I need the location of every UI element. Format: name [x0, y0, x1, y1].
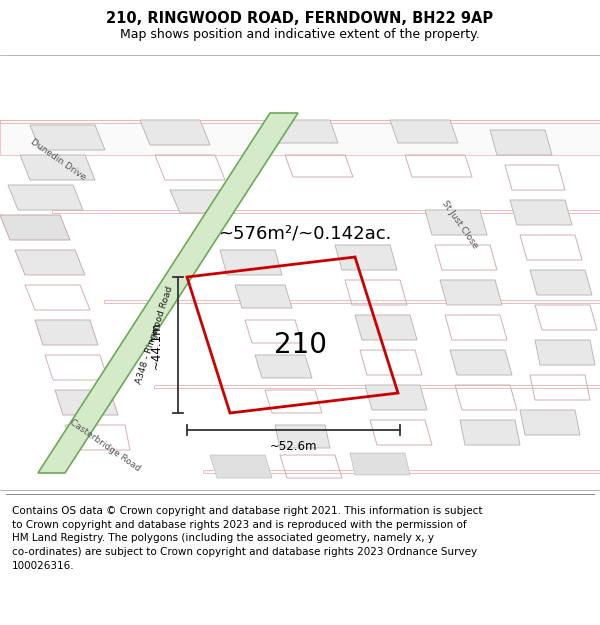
- Polygon shape: [355, 315, 417, 340]
- Text: ~576m²/~0.142ac.: ~576m²/~0.142ac.: [218, 224, 392, 242]
- Polygon shape: [220, 250, 282, 275]
- Polygon shape: [440, 280, 502, 305]
- Polygon shape: [270, 120, 338, 143]
- Polygon shape: [0, 120, 600, 155]
- Polygon shape: [365, 385, 427, 410]
- Text: A348 - Ringwood Road: A348 - Ringwood Road: [135, 285, 175, 385]
- Polygon shape: [15, 250, 85, 275]
- Text: ~52.6m: ~52.6m: [270, 439, 317, 452]
- Polygon shape: [530, 270, 592, 295]
- Text: 210: 210: [274, 331, 326, 359]
- Text: Dunedin Drive: Dunedin Drive: [29, 138, 88, 182]
- Polygon shape: [0, 215, 70, 240]
- Polygon shape: [140, 120, 210, 145]
- Polygon shape: [35, 320, 98, 345]
- Polygon shape: [510, 200, 572, 225]
- Polygon shape: [460, 420, 520, 445]
- Polygon shape: [210, 455, 272, 478]
- Polygon shape: [350, 453, 410, 475]
- Polygon shape: [20, 155, 95, 180]
- Text: Contains OS data © Crown copyright and database right 2021. This information is : Contains OS data © Crown copyright and d…: [12, 506, 482, 571]
- Polygon shape: [55, 390, 118, 415]
- Text: St Just Close: St Just Close: [440, 199, 480, 251]
- Polygon shape: [425, 210, 487, 235]
- Polygon shape: [170, 190, 235, 213]
- Polygon shape: [8, 185, 83, 210]
- Polygon shape: [235, 285, 292, 308]
- Polygon shape: [535, 340, 595, 365]
- Text: Casterbridge Road: Casterbridge Road: [68, 418, 142, 472]
- Polygon shape: [38, 113, 298, 473]
- Polygon shape: [30, 125, 105, 150]
- Text: Map shows position and indicative extent of the property.: Map shows position and indicative extent…: [120, 28, 480, 41]
- Polygon shape: [255, 355, 312, 378]
- Polygon shape: [520, 410, 580, 435]
- Text: 210, RINGWOOD ROAD, FERNDOWN, BH22 9AP: 210, RINGWOOD ROAD, FERNDOWN, BH22 9AP: [106, 11, 494, 26]
- Polygon shape: [335, 245, 397, 270]
- Polygon shape: [275, 425, 330, 448]
- Polygon shape: [390, 120, 458, 143]
- Text: ~44.1m: ~44.1m: [149, 321, 163, 369]
- Polygon shape: [490, 130, 552, 155]
- Polygon shape: [450, 350, 512, 375]
